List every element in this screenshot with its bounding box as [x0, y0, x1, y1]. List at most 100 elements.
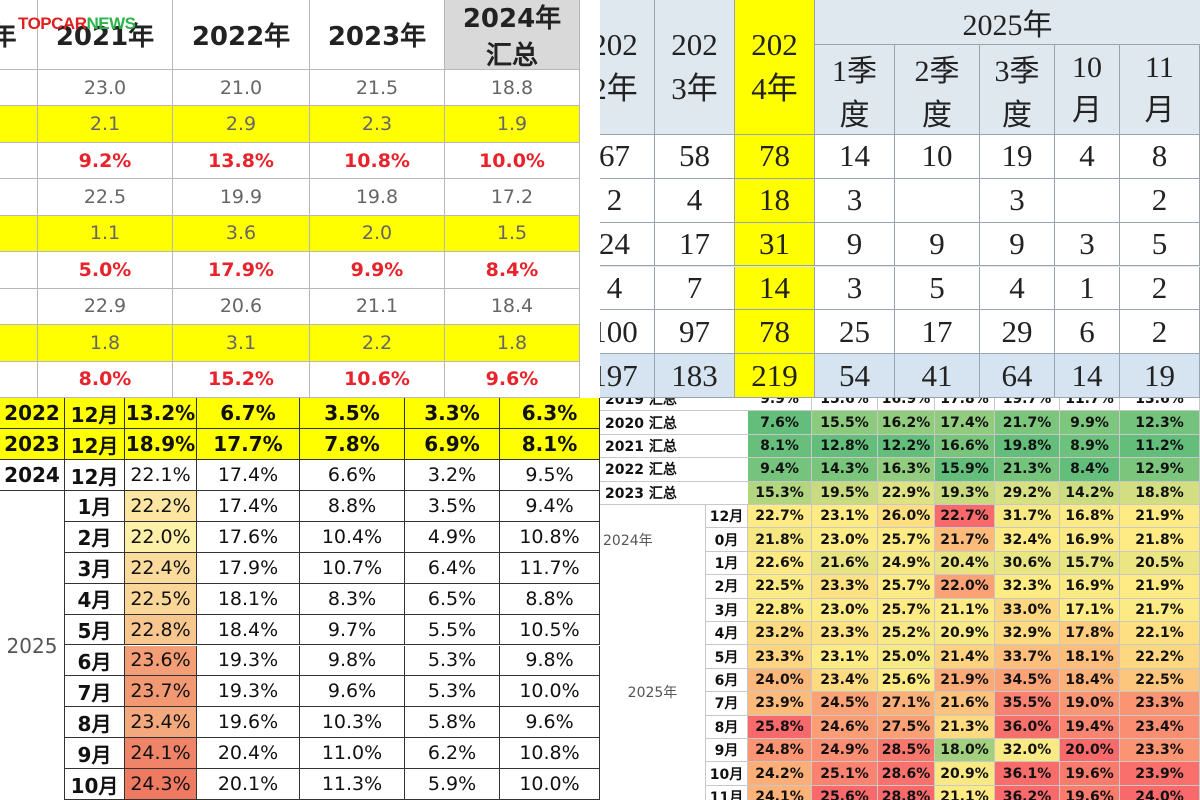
cell: 21.6% — [935, 692, 995, 716]
cell: 22.4% — [125, 552, 197, 584]
cell: 32.4% — [995, 528, 1060, 552]
cell: 24.9% — [812, 739, 878, 763]
cell: 21.7% — [1120, 598, 1200, 622]
cell-text: 5.3% — [427, 680, 477, 703]
row-label-text: 2022 汇总 — [605, 462, 677, 479]
cell: 17.8% — [1060, 622, 1120, 646]
cell-text: 22.5 — [83, 186, 127, 209]
month-text: 3月 — [77, 557, 112, 582]
cell: 32.3% — [995, 575, 1060, 599]
cell-text: 23.0% — [820, 531, 869, 548]
month: 9月 — [65, 738, 125, 770]
cell: 7.8% — [300, 429, 405, 460]
cell-text: 18.1% — [217, 587, 279, 610]
cell-text: 23.3% — [755, 648, 804, 665]
year-header: 2022年 — [600, 0, 655, 135]
row-stub — [0, 142, 38, 180]
cell-text: 25.8% — [755, 718, 804, 735]
cell-text: 9.6% — [327, 680, 377, 703]
cell: 23.4% — [1120, 715, 1200, 739]
cell: 21.7% — [935, 528, 995, 552]
cell-text: 21.0 — [219, 76, 263, 99]
cell-text: 16.9% — [1065, 578, 1114, 595]
month-text: 4月 — [77, 588, 112, 613]
cell: 6.5% — [405, 583, 500, 615]
cell-text: 11.7% — [1065, 398, 1114, 408]
cell: 13.6% — [1120, 398, 1200, 412]
cell-text: 9.6% — [525, 711, 574, 734]
cell-text: 3 — [1009, 182, 1025, 218]
cell: 8 — [1120, 135, 1200, 179]
row-label: 2020 汇总 — [600, 411, 748, 435]
cell-text: 4 — [606, 269, 623, 305]
cell-text: 10.5% — [519, 618, 580, 641]
cell: 2 — [1120, 310, 1200, 355]
year-text: 2024 — [4, 463, 60, 487]
cell: 6.9% — [405, 429, 500, 460]
cell-text: 6.9% — [424, 432, 480, 456]
cell-text: 9.2% — [78, 149, 132, 172]
sub-header: 2季度 — [895, 45, 980, 135]
cell: 5.0% — [38, 252, 173, 289]
cell-text: 15.2% — [208, 368, 274, 391]
month-text: 5月 — [714, 649, 739, 666]
cell-text: 9 — [929, 226, 945, 262]
month: 4月 — [65, 583, 125, 615]
cell: 8.8% — [300, 491, 405, 522]
cell-text: 67 — [600, 138, 630, 174]
cell: 25.0% — [878, 645, 935, 669]
cell: 18.0% — [935, 739, 995, 763]
cell: 10.6% — [310, 361, 445, 398]
cell-text: 15.3% — [755, 484, 804, 501]
sub-header-text: 2季度 — [914, 54, 960, 132]
cell-text: 21.7% — [1002, 414, 1052, 431]
month-text: 9月 — [714, 743, 739, 760]
cell-text: 30.6% — [1002, 554, 1052, 571]
cell-text: 18 — [759, 182, 790, 218]
month-text: 12月 — [709, 509, 744, 526]
cell-text: 17.4% — [217, 494, 279, 517]
cell: 16.8% — [1060, 505, 1120, 529]
cell: 97 — [655, 310, 735, 355]
cell: 17.4% — [935, 411, 995, 435]
cell-text: 14 — [759, 269, 790, 305]
cell-text: 23.0 — [83, 76, 127, 99]
cell-text: 10.0% — [479, 149, 545, 172]
cell-text: 21.5 — [355, 76, 399, 99]
cell-text: 10.4% — [321, 525, 383, 548]
sub-header-text: 1季度 — [832, 54, 877, 132]
cell-text: 10.3% — [321, 711, 383, 734]
cell-text: 19.3% — [217, 649, 279, 672]
cell-text: 12.3% — [1135, 414, 1184, 431]
cell: 12.9% — [1120, 458, 1200, 482]
cell-text: 6.4% — [427, 556, 477, 579]
cell-text: 31.7% — [1002, 508, 1052, 525]
cell: 23.0 — [38, 70, 173, 107]
cell-text: 21.9% — [1135, 578, 1184, 595]
cell-text: 3.5% — [324, 401, 380, 425]
cell-text: 19.6% — [1065, 765, 1114, 782]
cell: 1.1 — [38, 215, 173, 253]
cell: 22.7% — [935, 505, 995, 529]
cell: 12.2% — [878, 434, 935, 459]
cell: 11.2% — [1120, 434, 1200, 459]
cell-text: 16.2% — [881, 414, 931, 431]
cell-text: 9.8% — [525, 649, 574, 672]
month-text: 1月 — [714, 555, 739, 572]
cell: 9.4% — [748, 458, 812, 482]
cell: 10.8% — [500, 738, 600, 770]
cell-text: 5.5% — [427, 618, 477, 641]
cell-text: 24.9% — [820, 742, 869, 759]
cell-text: 24.1% — [130, 742, 191, 765]
row-label: 2019 汇总 — [600, 398, 748, 412]
cell: 23.3% — [1120, 739, 1200, 763]
cell-text: 36.2% — [1002, 788, 1052, 800]
cell: 183 — [655, 354, 735, 398]
month: 9月 — [705, 739, 748, 763]
cell-text: 23.0% — [820, 601, 869, 618]
cell: 20.4% — [935, 551, 995, 576]
cell-text: 21.1% — [940, 601, 989, 618]
cell: 2 — [600, 178, 655, 223]
cell-text: 13.6% — [1135, 398, 1184, 408]
